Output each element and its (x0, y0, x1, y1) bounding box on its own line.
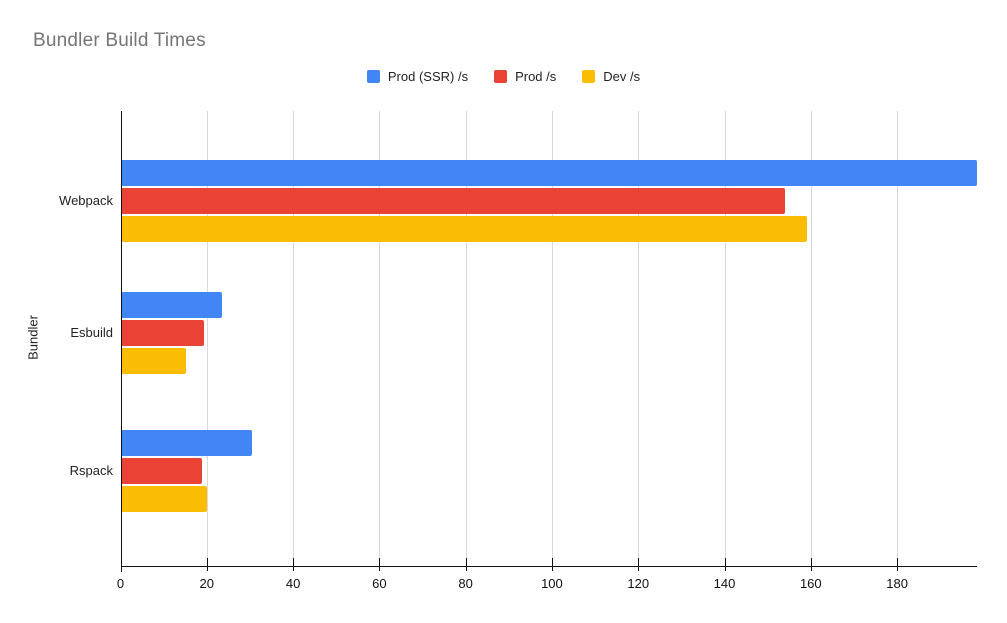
gridline-80 (465, 111, 467, 566)
x-tick-0 (120, 558, 122, 571)
legend-item-dev-s: Dev /s (582, 69, 640, 84)
x-tick-label-20: 20 (199, 576, 215, 591)
gridline-20 (206, 111, 208, 566)
category-label-webpack: Webpack (59, 193, 113, 208)
x-tick-80 (465, 558, 467, 571)
x-tick-100 (551, 558, 553, 571)
gridline-60 (379, 111, 381, 566)
category-label-esbuild: Esbuild (70, 325, 113, 340)
category-label-rspack: Rspack (69, 463, 113, 478)
bar-rspack-prod-s (120, 458, 203, 484)
bar-rspack-prod-ssr-s (120, 430, 252, 456)
x-tick-label-140: 140 (713, 576, 736, 591)
x-tick-label-60: 60 (372, 576, 387, 591)
legend: Prod (SSR) /s Prod /s Dev /s (0, 69, 1007, 84)
gridline-100 (551, 111, 553, 566)
bar-esbuild-dev-s (120, 348, 186, 374)
gridline-140 (724, 111, 726, 566)
legend-label-prod-s: Prod /s (515, 69, 557, 84)
bar-webpack-prod-s (120, 188, 786, 214)
x-tick-140 (724, 558, 726, 571)
x-tick-label-0: 0 (116, 576, 125, 591)
legend-swatch-dev-s (582, 70, 596, 83)
legend-item-prod-s: Prod /s (494, 69, 556, 84)
x-tick-label-160: 160 (799, 576, 822, 591)
legend-label-dev-s: Dev /s (603, 69, 641, 84)
x-tick-label-100: 100 (541, 576, 563, 591)
y-axis-line (120, 111, 122, 572)
x-axis-line (120, 566, 977, 567)
x-tick-label-80: 80 (458, 576, 473, 591)
gridline-180 (897, 111, 899, 566)
gridline-40 (293, 111, 295, 566)
legend-label-prod-ssr-s: Prod (SSR) /s (387, 69, 469, 84)
bar-webpack-prod-ssr-s (120, 160, 977, 186)
bar-webpack-dev-s (120, 216, 807, 242)
legend-swatch-prod-ssr-s (366, 70, 380, 83)
x-tick-180 (897, 558, 899, 571)
gridline-160 (810, 111, 812, 566)
chart-title: Bundler Build Times (33, 30, 206, 51)
x-tick-label-120: 120 (627, 576, 650, 591)
x-tick-label-40: 40 (285, 576, 301, 591)
x-tick-60 (379, 558, 381, 571)
bar-rspack-dev-s (120, 486, 208, 512)
x-tick-160 (810, 558, 812, 571)
bar-esbuild-prod-s (120, 320, 205, 346)
x-tick-120 (638, 558, 640, 571)
legend-swatch-prod-s (494, 70, 508, 83)
legend-item-prod-ssr-s: Prod (SSR) /s (366, 69, 469, 84)
bar-esbuild-prod-ssr-s (120, 292, 223, 318)
x-tick-40 (293, 558, 295, 571)
x-tick-20 (206, 558, 208, 571)
plot-area: 0 20 40 60 80 100 120 140 160 180 (117, 111, 977, 591)
x-tick-label-180: 180 (886, 576, 908, 591)
gridline-120 (638, 111, 640, 566)
